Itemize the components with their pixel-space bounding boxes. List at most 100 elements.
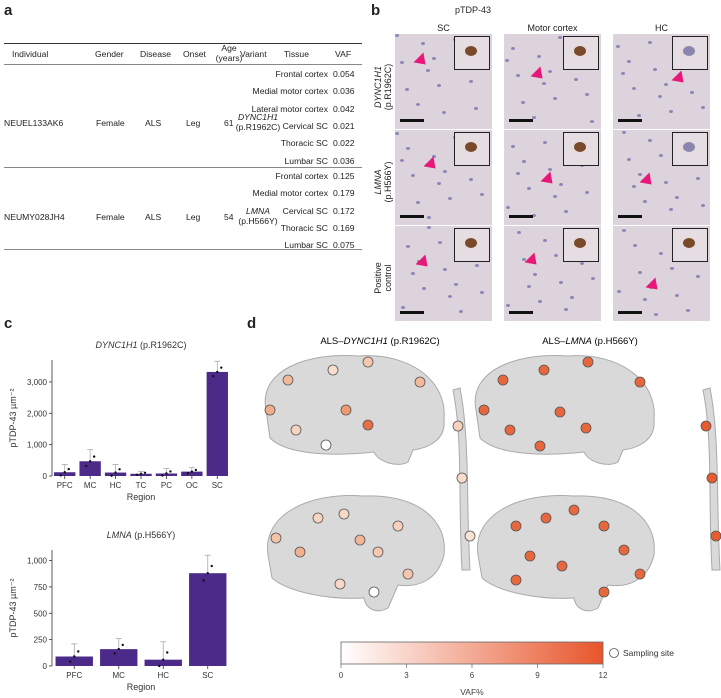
nucleus-dot <box>521 101 525 104</box>
micrograph-r3-c1 <box>395 226 492 321</box>
nucleus-dot <box>570 296 574 299</box>
scale-bar <box>509 215 533 218</box>
nucleus-dot <box>638 271 642 274</box>
y-tick-label: 500 <box>34 609 48 618</box>
case1-vaf-4: 0.022 <box>333 138 355 149</box>
micro-row-1-change: (p.R1962C) <box>383 63 393 111</box>
case2-disease: ALS <box>145 212 162 222</box>
nucleus-dot <box>416 201 420 204</box>
nucleus-dot <box>516 74 520 77</box>
nucleus-dot <box>643 200 647 203</box>
brain-lateral-2 <box>477 495 655 612</box>
data-point <box>158 664 161 668</box>
nucleus-dot <box>469 80 473 83</box>
spinal-sampling-dot <box>452 420 464 432</box>
sampling-site-dot <box>264 404 276 416</box>
panel-label-b: b <box>371 2 381 19</box>
micrograph-inset <box>454 36 490 70</box>
nucleus-dot <box>543 239 547 242</box>
micro-col-sc: SC <box>437 23 450 33</box>
nucleus-dot <box>506 206 510 209</box>
panel-label-c: c <box>4 315 13 332</box>
data-point <box>186 472 190 475</box>
nucleus-dot <box>454 283 458 286</box>
spinal-sampling-dot <box>700 420 712 432</box>
chart1-ylabel: pTDP-43 µm⁻² <box>8 389 18 448</box>
sampling-site-legend-label: Sampling site <box>623 648 674 658</box>
nucleus-dot <box>659 252 663 255</box>
sampling-site-dot <box>534 440 546 452</box>
inclusion-blob <box>683 142 695 152</box>
nucleus-dot <box>591 277 595 280</box>
nucleus-dot <box>438 241 442 244</box>
patient-table: Individual Gender Disease Onset Age (yea… <box>0 0 365 250</box>
bar <box>54 472 76 476</box>
nucleus-dot <box>411 174 415 177</box>
pink-arrow-icon <box>413 52 431 70</box>
nucleus-dot <box>427 216 431 219</box>
nucleus-dot <box>580 262 584 265</box>
nucleus-dot <box>590 120 594 123</box>
micrograph-inset <box>563 228 599 262</box>
sampling-site-dot <box>402 568 414 580</box>
brain-sagittal-1 <box>264 354 445 465</box>
case1-gender: Female <box>96 118 125 128</box>
y-tick-label: 0 <box>43 662 48 671</box>
case1-vaf-2: 0.042 <box>333 103 355 114</box>
nucleus-dot <box>627 158 631 161</box>
nucleus-dot <box>416 103 420 106</box>
data-point <box>121 643 124 647</box>
nucleus-dot <box>696 177 700 180</box>
case1-tissue-4: Thoracic SC <box>280 138 328 149</box>
case2-vaf-2: 0.172 <box>333 205 355 216</box>
nucleus-dot <box>654 313 658 316</box>
sampling-site-dot <box>340 404 352 416</box>
nucleus-dot <box>448 295 452 298</box>
nucleus-dot <box>469 178 473 181</box>
nucleus-dot <box>585 191 589 194</box>
x-tick-label: MC <box>113 671 126 680</box>
nucleus-dot <box>442 111 446 114</box>
nucleus-dot <box>480 291 484 294</box>
sampling-site-dot <box>368 586 380 598</box>
table-header-rule <box>4 64 362 65</box>
nucleus-dot <box>522 258 526 261</box>
nucleus-dot <box>516 172 520 175</box>
nucleus-dot <box>616 45 620 48</box>
nucleus-dot <box>559 281 563 284</box>
micrograph-r1-c2 <box>504 34 601 129</box>
nucleus-dot <box>506 304 510 307</box>
nucleus-dot <box>585 93 589 96</box>
case2-tissue-3: Thoracic SC <box>280 222 328 233</box>
sampling-site-dot <box>312 512 324 524</box>
case1-vaf-3: 0.021 <box>333 120 355 131</box>
nucleus-dot <box>553 195 557 198</box>
nucleus-dot <box>511 145 515 148</box>
sampling-site-dot <box>580 422 592 434</box>
sampling-site-dot <box>634 376 646 388</box>
spinal-sampling-dot <box>706 472 718 484</box>
table-bottom-rule <box>4 249 362 250</box>
sampling-site-dot <box>554 406 566 418</box>
nucleus-dot <box>564 210 568 213</box>
case2-individual: NEUMY028JH4 <box>4 212 65 222</box>
sampling-site-dot <box>497 374 509 386</box>
nucleus-dot <box>669 110 673 113</box>
micro-row-3-line2: control <box>383 264 393 292</box>
case1-tissue-5: Lumbar SC <box>284 155 328 166</box>
colorbar-tick-label: 3 <box>404 671 409 680</box>
case1-onset: Leg <box>186 118 201 128</box>
pink-arrow-icon <box>671 70 689 88</box>
data-point <box>220 366 223 369</box>
panel-label-d: d <box>247 315 257 332</box>
nucleus-dot <box>632 185 636 188</box>
data-point <box>135 473 139 477</box>
nucleus-dot <box>622 229 626 232</box>
micrograph-inset <box>672 36 708 70</box>
case2-vaf-0: 0.125 <box>333 171 355 181</box>
nucleus-dot <box>701 204 705 207</box>
data-point <box>118 468 121 471</box>
case1-tissue-3: Cervical SC <box>282 120 328 131</box>
micrograph-r1-c1 <box>395 34 492 129</box>
x-tick-label: PFC <box>66 671 82 680</box>
